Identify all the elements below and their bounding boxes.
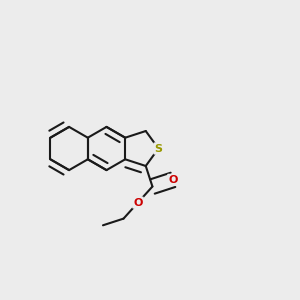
Text: S: S: [154, 143, 162, 154]
Text: O: O: [168, 175, 178, 185]
Text: O: O: [133, 198, 143, 208]
